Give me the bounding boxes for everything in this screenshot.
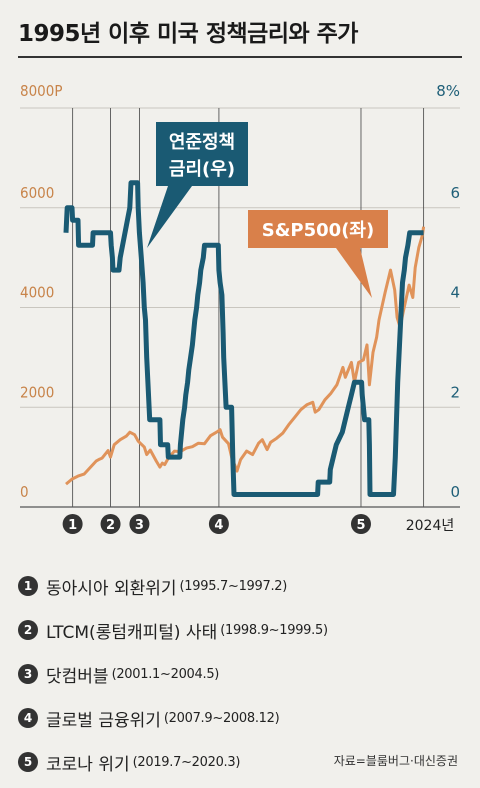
legend-period: (2001.1~2004.5) xyxy=(111,666,220,682)
event-badge-number: 3 xyxy=(135,518,144,533)
source-note: 자료=블룸버그·대신증권 xyxy=(333,754,458,768)
axis-labels: 8000P 0 2000 4000 6000 8% 0 2 4 6 xyxy=(20,82,460,501)
legend-item-3: 3 닷컴버블 (2001.1~2004.5) xyxy=(18,656,468,692)
grid-lines xyxy=(20,107,460,508)
event-badge-4 xyxy=(208,514,229,534)
right-axis-tick: 4 xyxy=(450,284,460,302)
legend-item-1: 1 동아시아 외환위기 (1995.7~1997.2) xyxy=(18,568,468,604)
legend-item-5: 5 코로나 위기 (2019.7~2020.3) xyxy=(18,744,468,780)
legend-badge: 3 xyxy=(18,664,38,684)
left-axis-tick: 4000 xyxy=(20,284,54,302)
legend-label: LTCM(롱텀캐피털) 사태 xyxy=(46,622,218,643)
legend-item-4: 4 글로벌 금융위기 (2007.9~2008.12) xyxy=(18,700,468,736)
series-layer xyxy=(63,180,426,497)
left-axis-unit: 8000P xyxy=(20,82,62,100)
fed-callout-line2: 금리(우) xyxy=(169,159,235,180)
right-axis-tick: 6 xyxy=(450,184,460,202)
left-axis-tick: 6000 xyxy=(20,184,54,202)
legend-label: 닷컴버블 xyxy=(46,666,109,687)
left-axis-tick: 2000 xyxy=(20,383,54,401)
legend-item-2: 2 LTCM(롱텀캐피털) 사태 (1998.9~1999.5) xyxy=(18,612,468,648)
right-axis-unit: 8% xyxy=(436,82,460,100)
legend-badge: 5 xyxy=(18,752,38,772)
fed-rate-line xyxy=(63,180,424,497)
sp500-callout-box xyxy=(248,210,388,298)
legend-badge: 2 xyxy=(18,620,38,640)
legend-label: 코로나 위기 xyxy=(46,754,130,775)
x-axis-end-label: 2024년 xyxy=(406,518,455,534)
legend-label: 글로벌 금융위기 xyxy=(46,710,161,731)
event-badge-5 xyxy=(350,514,371,534)
title-divider xyxy=(18,56,462,58)
event-badge-number: 4 xyxy=(214,518,223,533)
event-badge-number: 1 xyxy=(68,518,77,533)
legend-period: (1998.9~1999.5) xyxy=(220,622,328,638)
legend-period: (1995.7~1997.2) xyxy=(179,578,288,594)
legend-badge: 4 xyxy=(18,708,38,728)
event-badges: 1 2 3 4 5 2024년 xyxy=(62,514,455,534)
legend-label: 동아시아 외환위기 xyxy=(46,578,177,599)
event-legend: 1 동아시아 외환위기 (1995.7~1997.2) 2 LTCM(롱텀캐피털) 사태… xyxy=(18,568,468,788)
fed-callout-line1: 연준정책 xyxy=(169,132,235,153)
legend-period: (2019.7~2020.3) xyxy=(132,754,241,770)
sp500-line xyxy=(65,226,426,486)
event-badge-number: 5 xyxy=(356,518,365,533)
legend-period: (2007.9~2008.12) xyxy=(163,710,280,726)
event-badge-3 xyxy=(129,514,150,534)
chart-title: 1995년 이후 미국 정책금리와 주가 xyxy=(18,21,358,47)
event-badge-1 xyxy=(62,514,83,534)
event-badge-number: 2 xyxy=(106,518,115,533)
event-badge-2 xyxy=(100,514,121,534)
right-axis-tick: 0 xyxy=(450,483,460,501)
left-axis-tick: 0 xyxy=(20,483,29,501)
right-axis-tick: 2 xyxy=(450,383,460,401)
fed-callout-box xyxy=(147,122,248,248)
sp500-callout-label: S&P500(좌) xyxy=(262,220,374,241)
legend-badge: 1 xyxy=(18,576,38,596)
